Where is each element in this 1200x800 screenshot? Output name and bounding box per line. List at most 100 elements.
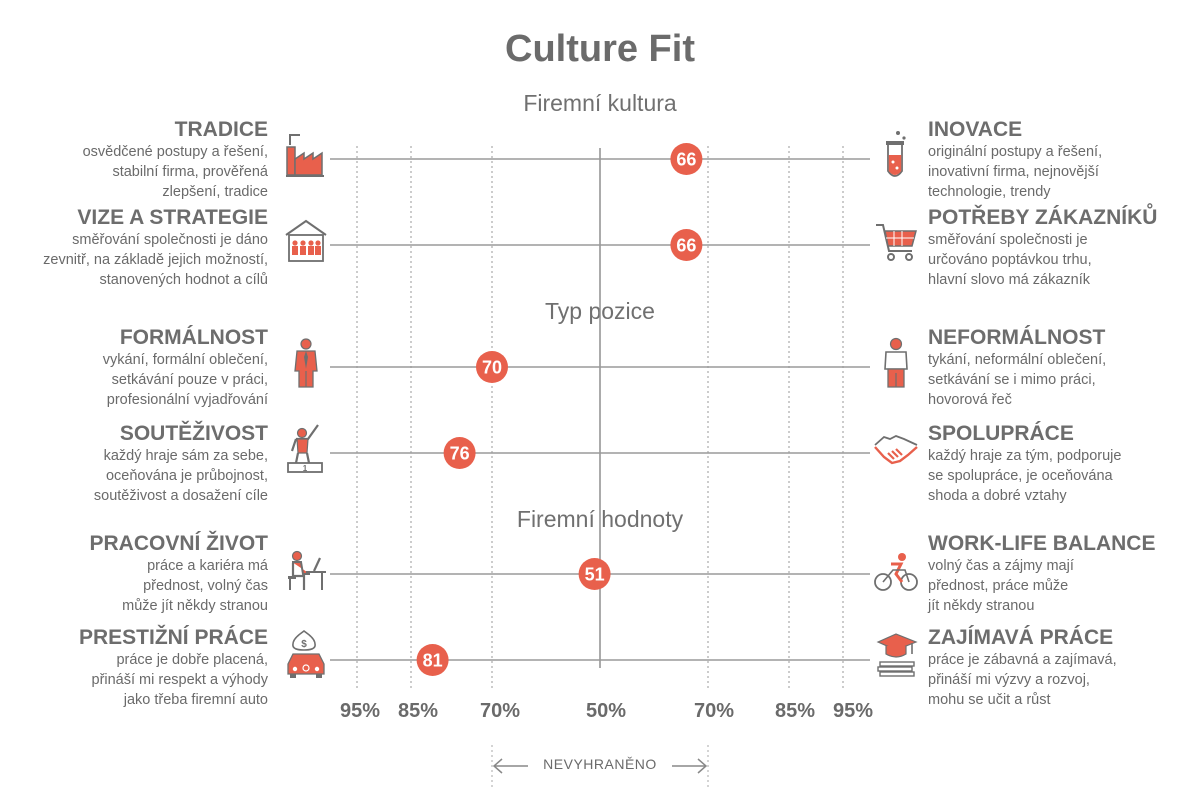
chart-title: Culture Fit bbox=[505, 28, 695, 70]
right-trait-0: INOVACE originální postupy a řešení, inova… bbox=[928, 118, 1188, 202]
shopping-cart-icon bbox=[874, 215, 918, 267]
right-trait-desc-line: jít někdy stranou bbox=[928, 598, 1035, 614]
left-trait-3: SOUTĚŽIVOST každý hraje sám za sebe, oceňo… bbox=[0, 422, 268, 506]
data-label-3: 76 bbox=[450, 444, 470, 464]
data-point-1 bbox=[670, 229, 703, 261]
right-trait-desc-line: technologie, trendy bbox=[928, 184, 1051, 200]
right-trait-2: NEFORMÁLNOST tykání, neformální oblečení,… bbox=[928, 326, 1188, 410]
right-trait-desc-line: přináší mi výzvy a rozvoj, bbox=[928, 672, 1090, 688]
scale-tick-label-1: 85% bbox=[397, 700, 439, 722]
right-trait-title: INOVACE bbox=[928, 118, 1023, 141]
right-trait-desc-line: inovativní firma, nejnovější bbox=[928, 164, 1099, 180]
left-trait-desc-line: osvědčené postupy a řešení, bbox=[82, 144, 268, 160]
businessman-icon bbox=[284, 337, 328, 389]
right-trait-desc-line: volný čas a zájmy mají bbox=[928, 558, 1074, 574]
right-trait-desc-line: tykání, neformální oblečení, bbox=[928, 352, 1107, 368]
svg-text:1: 1 bbox=[303, 464, 308, 473]
left-trait-desc-line: práce je dobře placená, bbox=[116, 652, 268, 668]
left-trait-desc-line: vykání, formální oblečení, bbox=[102, 352, 268, 368]
data-point-3 bbox=[443, 437, 476, 469]
right-trait-1: POTŘEBY ZÁKAZNÍKŮ směřování společnosti j… bbox=[928, 206, 1188, 290]
right-trait-desc-line: shoda a dobré vztahy bbox=[928, 488, 1067, 504]
left-trait-4: PRACOVNÍ ŽIVOT práce a kariéra má přednost… bbox=[0, 532, 268, 616]
scale-gridlines bbox=[356, 146, 844, 690]
right-trait-3: SPOLUPRÁCE každý hraje za tým, podporuje s… bbox=[928, 422, 1188, 506]
right-trait-title: SPOLUPRÁCE bbox=[928, 422, 1074, 445]
data-points: 66 66 70 76 51 81 bbox=[416, 143, 703, 676]
scale-tick-label-3: 50% bbox=[585, 700, 627, 722]
undecided-label: NEVYHRANĚNO bbox=[543, 756, 657, 772]
scale-tick-label-6: 95% bbox=[832, 700, 874, 722]
left-trait-desc-line: přináší mi respekt a výhody bbox=[91, 672, 269, 688]
scale-tick-label-4: 70% bbox=[693, 700, 735, 722]
company-people-icon bbox=[284, 215, 328, 267]
left-trait-desc-line: stanovených hodnot a cílů bbox=[99, 272, 268, 288]
left-trait-title: VIZE A STRATEGIE bbox=[77, 206, 268, 229]
cyclist-icon bbox=[874, 544, 918, 596]
left-trait-title: TRADICE bbox=[174, 118, 268, 141]
undecided-range-indicator bbox=[491, 745, 709, 790]
right-trait-4: WORK-LIFE BALANCE volný čas a zájmy mají p… bbox=[928, 532, 1188, 616]
right-trait-desc-line: mohu se učit a růst bbox=[928, 692, 1051, 708]
left-trait-desc-line: zlepšení, tradice bbox=[162, 184, 268, 200]
right-trait-5: ZAJÍMAVÁ PRÁCE práce je zábavná a zajímav… bbox=[928, 626, 1188, 710]
right-trait-desc-line: směřování společnosti je bbox=[928, 232, 1088, 248]
scale-tick-label-5: 85% bbox=[774, 700, 816, 722]
right-trait-desc-line: hlavní slovo má zákazník bbox=[928, 272, 1090, 288]
right-trait-desc-line: každý hraje za tým, podporuje bbox=[928, 448, 1122, 464]
left-trait-desc-line: přednost, volný čas bbox=[143, 578, 268, 594]
factory-icon bbox=[284, 129, 328, 181]
left-trait-desc-line: stabilní firma, prověřená bbox=[112, 164, 268, 180]
right-trait-desc-line: hovorová řeč bbox=[928, 392, 1012, 408]
graduation-books-icon bbox=[874, 630, 918, 682]
scale-tick-label-2: 70% bbox=[479, 700, 521, 722]
left-trait-desc-line: každý hraje sám za sebe, bbox=[103, 448, 268, 464]
data-label-5: 81 bbox=[423, 651, 443, 671]
left-trait-5: PRESTIŽNÍ PRÁCE práce je dobře placená, př… bbox=[0, 626, 268, 710]
left-trait-0: TRADICE osvědčené postupy a řešení, stabil… bbox=[0, 118, 268, 202]
right-trait-desc-line: se spolupráce, je oceňována bbox=[928, 468, 1113, 484]
data-label-4: 51 bbox=[585, 565, 605, 585]
arrow-left-icon bbox=[492, 758, 503, 774]
data-point-0 bbox=[670, 143, 703, 175]
data-label-2: 70 bbox=[482, 358, 502, 378]
right-trait-title: NEFORMÁLNOST bbox=[928, 326, 1106, 349]
left-trait-desc-line: setkávání pouze v práci, bbox=[111, 372, 268, 388]
left-trait-1: VIZE A STRATEGIE směřování společnosti je… bbox=[0, 206, 268, 290]
right-trait-desc-line: originální postupy a řešení, bbox=[928, 144, 1103, 160]
left-trait-desc-line: jako třeba firemní auto bbox=[123, 692, 268, 708]
left-trait-2: FORMÁLNOST vykání, formální oblečení, setk… bbox=[0, 326, 268, 410]
left-trait-desc-line: oceňována je průbojnost, bbox=[105, 468, 268, 484]
right-trait-desc-line: práce je zábavná a zajímavá, bbox=[928, 652, 1117, 668]
arrow-right-icon bbox=[697, 758, 708, 774]
left-trait-desc-line: práce a kariéra má bbox=[147, 558, 268, 574]
scale-tick-label-0: 95% bbox=[339, 700, 381, 722]
desk-worker-icon bbox=[284, 544, 328, 596]
right-trait-title: POTŘEBY ZÁKAZNÍKŮ bbox=[928, 206, 1158, 229]
svg-text:$: $ bbox=[301, 639, 307, 650]
right-trait-desc-line: přednost, práce může bbox=[928, 578, 1069, 594]
test-tube-icon bbox=[874, 129, 918, 181]
data-label-0: 66 bbox=[676, 150, 696, 170]
left-trait-desc-line: profesionální vyjadřování bbox=[106, 392, 268, 408]
left-trait-desc-line: soutěživost a dosažení cíle bbox=[93, 488, 268, 504]
data-point-5 bbox=[416, 644, 449, 676]
handshake-icon bbox=[874, 423, 918, 475]
right-trait-desc-line: určováno poptávkou trhu, bbox=[928, 252, 1092, 268]
money-car-icon: $ bbox=[284, 630, 328, 682]
data-label-1: 66 bbox=[676, 236, 696, 256]
left-trait-title: PRACOVNÍ ŽIVOT bbox=[89, 532, 268, 555]
left-trait-desc-line: může jít někdy stranou bbox=[122, 598, 268, 614]
data-point-2 bbox=[476, 351, 508, 383]
right-trait-title: ZAJÍMAVÁ PRÁCE bbox=[928, 626, 1114, 649]
left-trait-title: FORMÁLNOST bbox=[119, 326, 268, 349]
right-trait-desc-line: setkávání se i mimo práci, bbox=[928, 372, 1096, 388]
left-trait-title: PRESTIŽNÍ PRÁCE bbox=[78, 626, 268, 649]
left-trait-desc-line: směřování společnosti je dáno bbox=[72, 232, 268, 248]
left-trait-desc-line: zevnitř, na základě jejich možností, bbox=[43, 252, 268, 268]
data-point-4 bbox=[578, 558, 611, 590]
winner-podium-icon: 1 bbox=[284, 423, 328, 475]
casual-person-icon bbox=[874, 337, 918, 389]
left-trait-title: SOUTĚŽIVOST bbox=[119, 422, 268, 445]
